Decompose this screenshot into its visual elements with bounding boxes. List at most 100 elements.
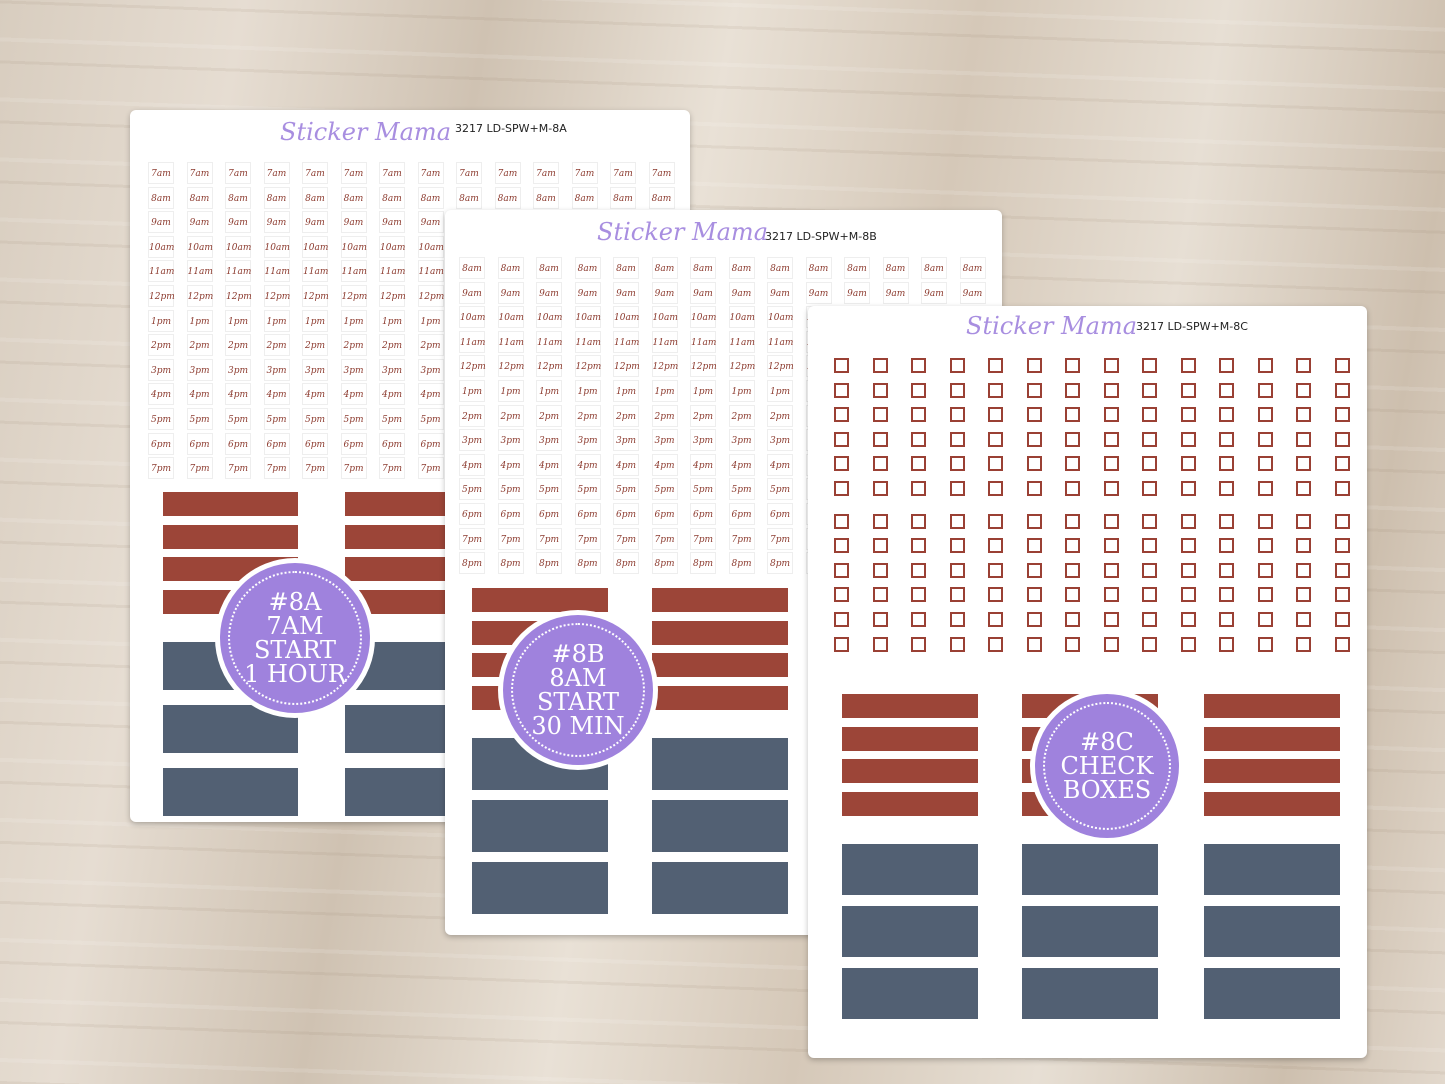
checkbox-sticker	[911, 562, 926, 578]
badge-line: START	[536, 688, 620, 716]
time-sticker: 3pm	[225, 358, 251, 381]
checkbox-sticker	[1334, 456, 1350, 472]
checkbox-sticker	[988, 538, 1003, 554]
time-sticker: 4pm	[728, 453, 755, 476]
time-sticker: 2pm	[148, 334, 174, 357]
red-stripe	[1204, 791, 1340, 816]
gray-box	[1022, 906, 1158, 957]
checkbox-sticker	[1103, 513, 1119, 529]
time-sticker: 7am	[533, 162, 559, 184]
gray-box	[163, 768, 298, 816]
time-sticker: 9am	[186, 211, 213, 234]
checkbox-sticker	[1219, 587, 1234, 603]
checkbox-sticker	[1065, 382, 1080, 398]
time-sticker: 10am	[536, 306, 562, 329]
checkbox-sticker	[988, 612, 1003, 627]
checkbox-sticker	[1296, 513, 1311, 529]
time-sticker: 9am	[690, 281, 716, 304]
red-stripe	[163, 492, 298, 516]
time-sticker: 5pm	[148, 408, 174, 430]
time-sticker: 5pm	[340, 408, 367, 430]
time-sticker: 8am	[610, 186, 636, 209]
sheet-code: 3217 LD-SPW+M-8A	[455, 122, 567, 135]
checkbox-sticker	[834, 382, 849, 398]
checkbox-sticker	[1065, 636, 1080, 652]
checkbox-sticker	[1103, 407, 1119, 423]
time-sticker: 1pm	[148, 309, 174, 332]
time-sticker: 2pm	[186, 334, 213, 357]
checkbox-sticker	[1142, 407, 1157, 423]
time-sticker: 11am	[536, 330, 562, 353]
time-sticker: 11am	[459, 330, 485, 353]
checkbox-sticker	[1334, 481, 1350, 496]
time-sticker: 10am	[225, 235, 251, 258]
gray-box	[1022, 968, 1158, 1019]
checkbox-sticker	[1026, 513, 1042, 529]
checkbox-sticker	[1219, 481, 1234, 496]
time-sticker: 8am	[417, 186, 444, 209]
red-stripe	[1204, 694, 1340, 718]
time-sticker: 1pm	[574, 380, 601, 402]
checkbox-sticker	[1103, 456, 1119, 472]
time-sticker: 11am	[302, 260, 328, 283]
checkbox-sticker	[872, 407, 888, 423]
time-sticker: 1pm	[767, 380, 793, 402]
checkbox-sticker	[1026, 612, 1042, 627]
time-sticker: 6pm	[690, 503, 716, 525]
time-sticker: 9am	[497, 281, 524, 304]
time-sticker: 12pm	[302, 285, 329, 307]
red-stripe	[652, 685, 788, 710]
time-sticker: 8pm	[690, 552, 716, 575]
checkbox-sticker	[834, 431, 849, 447]
time-sticker: 8pm	[651, 552, 678, 575]
time-sticker: 10am	[148, 235, 174, 258]
red-stripe	[1204, 726, 1340, 751]
time-sticker: 11am	[340, 260, 367, 283]
checkbox-sticker	[1026, 538, 1042, 554]
checkbox-sticker	[1257, 456, 1273, 472]
checkbox-sticker	[911, 612, 926, 627]
checkbox-sticker	[872, 382, 888, 398]
time-sticker: 7pm	[417, 457, 444, 480]
time-sticker: 7am	[571, 162, 598, 184]
time-sticker: 9am	[882, 281, 909, 304]
time-sticker: 3pm	[651, 429, 678, 452]
time-sticker: 7pm	[302, 457, 328, 480]
time-sticker: 5pm	[186, 408, 213, 430]
time-sticker: 3pm	[497, 429, 524, 452]
checkbox-sticker	[1180, 587, 1196, 603]
time-sticker: 10am	[186, 235, 213, 258]
checkbox-sticker	[1334, 358, 1350, 373]
checkbox-sticker	[1142, 538, 1157, 554]
checkbox-sticker	[1180, 407, 1196, 423]
checkbox-sticker	[1180, 636, 1196, 652]
time-sticker: 4pm	[340, 383, 367, 406]
time-sticker: 4pm	[225, 383, 251, 406]
gray-box	[652, 800, 788, 852]
checkbox-sticker	[1026, 456, 1042, 472]
checkbox-sticker	[1026, 636, 1042, 652]
gray-box	[472, 800, 608, 852]
checkbox-sticker	[1334, 587, 1350, 603]
checkbox-sticker	[834, 513, 849, 529]
time-sticker: 8pm	[728, 552, 755, 575]
time-sticker: 7pm	[379, 457, 405, 480]
checkbox-sticker	[1180, 538, 1196, 554]
checkbox-sticker	[1065, 358, 1080, 373]
badge-line: #8B	[551, 640, 605, 668]
sheet-code: 3217 LD-SPW+M-8B	[765, 230, 877, 243]
time-sticker: 12pm	[340, 285, 367, 307]
checkbox-sticker	[1180, 562, 1196, 578]
badge-line: #8A	[268, 588, 322, 616]
checkbox-sticker	[1180, 456, 1196, 472]
time-sticker: 2pm	[497, 404, 524, 427]
checkbox-sticker	[1065, 481, 1080, 496]
time-sticker: 8am	[536, 257, 562, 279]
checkbox-sticker	[1334, 636, 1350, 652]
checkbox-sticker	[1180, 431, 1196, 447]
badge: #8A 7AM START 1 HOUR	[215, 558, 375, 718]
time-sticker: 12pm	[497, 355, 524, 378]
time-sticker: 8am	[613, 257, 639, 279]
checkbox-sticker	[1180, 358, 1196, 373]
